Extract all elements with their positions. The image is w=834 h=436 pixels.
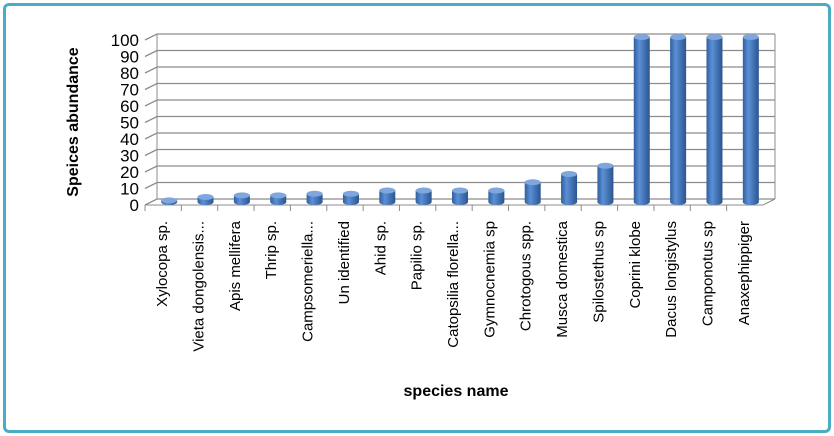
bar-top	[379, 187, 396, 194]
x-tick-label: Vieta dongolensis...	[191, 221, 208, 352]
x-tick-label: Un identified	[336, 221, 353, 304]
bar	[379, 190, 396, 205]
bar-top	[706, 34, 723, 40]
bar-top	[452, 187, 468, 194]
y-tick-label: 20	[120, 163, 139, 182]
bar-top	[342, 190, 359, 197]
y-tick-label: 60	[120, 97, 139, 116]
x-tick-label: Campsomeriella...	[300, 221, 317, 342]
x-axis-label: species name	[404, 383, 509, 400]
bar-top	[270, 192, 287, 199]
x-tick-label: Coprini klobe	[627, 221, 644, 309]
y-axis-label: Speices abundance	[65, 47, 82, 196]
bar-top	[488, 187, 505, 194]
x-tick-label: Spilostethus sp	[590, 221, 607, 323]
bar	[561, 173, 578, 205]
y-tick-label: 90	[120, 48, 139, 67]
x-tick-label: Xylocopa sp.	[154, 221, 171, 307]
y-tick-label: 10	[120, 180, 139, 199]
bar	[306, 193, 323, 205]
y-tick-label: 70	[120, 81, 139, 100]
bar	[670, 37, 687, 205]
x-tick-label: Thrip sp.	[263, 221, 280, 279]
bar-top	[597, 162, 614, 169]
x-tick-label: Anaxephippiger	[736, 221, 753, 325]
bar	[706, 37, 723, 205]
y-tick-label: 80	[120, 64, 139, 83]
chart-frame	[3, 3, 831, 433]
floor-edge	[762, 198, 776, 206]
y-tick-label: 40	[120, 130, 139, 149]
bar-top	[197, 194, 214, 201]
bar	[633, 37, 650, 205]
bar-top	[742, 34, 759, 40]
bar	[524, 182, 541, 205]
bar	[742, 37, 759, 205]
y-tick-label: 0	[130, 196, 139, 215]
bar-top	[161, 197, 178, 204]
bar	[342, 193, 359, 205]
bar	[597, 165, 614, 205]
y-tick-label: 100	[111, 31, 139, 50]
bar-top	[415, 187, 432, 194]
bar-top	[633, 34, 650, 40]
bar-top	[233, 192, 250, 199]
bar-top	[670, 34, 687, 40]
bar-top	[306, 190, 323, 197]
x-tick-label: Camponotus sp	[699, 221, 716, 326]
x-tick-label: Catopsilia florella...	[445, 221, 462, 348]
y-tick-label: 30	[120, 147, 139, 166]
bar-top	[524, 179, 541, 186]
x-tick-label: Musca domestica	[554, 220, 571, 337]
x-tick-label: Ahid sp.	[372, 221, 389, 275]
x-tick-label: Dacus longistylus	[663, 221, 680, 338]
x-tick-label: Chrotogous spp.	[518, 221, 535, 331]
x-tick-label: Apis mellifera	[227, 220, 244, 311]
bar	[415, 190, 432, 205]
bar	[452, 190, 468, 205]
bar	[488, 190, 505, 205]
x-tick-label: Papilio sp.	[409, 221, 426, 290]
x-tick-label: Gymnocnemia sp	[481, 221, 498, 338]
y-tick-label: 50	[120, 114, 139, 133]
bar-top	[561, 170, 578, 177]
